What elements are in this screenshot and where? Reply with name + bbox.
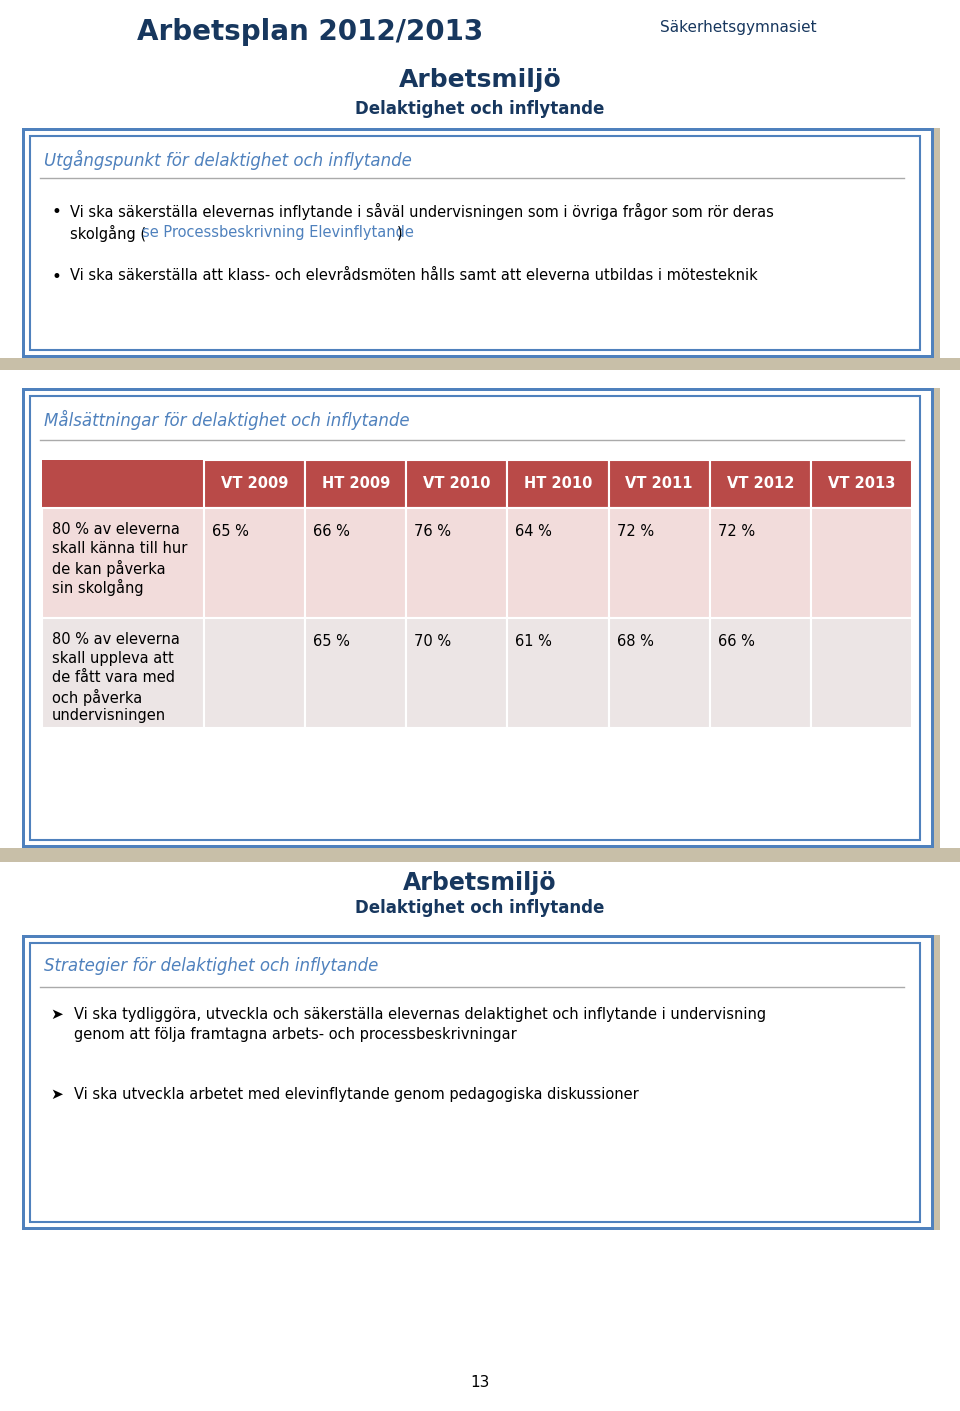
Bar <box>508 618 609 728</box>
Bar <box>406 460 508 508</box>
Text: VT 2010: VT 2010 <box>423 477 491 491</box>
Bar <box>30 396 920 840</box>
Text: HT 2009: HT 2009 <box>322 477 390 491</box>
Bar <box>0 848 960 862</box>
Bar <box>204 508 305 618</box>
Text: 80 % av eleverna: 80 % av eleverna <box>52 522 180 538</box>
Bar <box>920 935 940 1230</box>
Bar <box>609 618 709 728</box>
Text: sin skolgång: sin skolgång <box>52 579 144 595</box>
Text: genom att följa framtagna arbets- och processbeskrivningar: genom att följa framtagna arbets- och pr… <box>74 1027 516 1041</box>
Text: Vi ska säkerställa att klass- och elevrådsmöten hålls samt att eleverna utbildas: Vi ska säkerställa att klass- och elevrå… <box>70 268 757 284</box>
Bar <box>0 358 960 370</box>
Bar <box>811 508 912 618</box>
Text: Arbetsmiljö: Arbetsmiljö <box>398 68 562 92</box>
Text: Delaktighet och inflytande: Delaktighet och inflytande <box>355 100 605 119</box>
Text: 76 %: 76 % <box>415 523 451 539</box>
Text: 64 %: 64 % <box>516 523 552 539</box>
Bar <box>508 508 609 618</box>
Bar <box>609 460 709 508</box>
Text: undervisningen: undervisningen <box>52 708 166 722</box>
Bar <box>609 508 709 618</box>
Bar <box>709 460 811 508</box>
Text: 70 %: 70 % <box>415 634 451 649</box>
Bar <box>22 388 934 848</box>
Bar <box>811 460 912 508</box>
Text: 68 %: 68 % <box>616 634 654 649</box>
Text: Säkerhetsgymnasiet: Säkerhetsgymnasiet <box>660 20 817 35</box>
Text: skall uppleva att: skall uppleva att <box>52 650 174 666</box>
Text: Delaktighet och inflytande: Delaktighet och inflytande <box>355 899 605 917</box>
Text: Strategier för delaktighet och inflytande: Strategier för delaktighet och inflytand… <box>44 957 378 975</box>
Bar <box>30 943 920 1222</box>
Text: de kan påverka: de kan påverka <box>52 560 166 577</box>
Text: se Processbeskrivning Elevinflytande: se Processbeskrivning Elevinflytande <box>142 224 414 240</box>
Bar <box>42 460 204 508</box>
Bar <box>30 135 920 350</box>
Text: 66 %: 66 % <box>313 523 350 539</box>
Bar <box>42 618 204 728</box>
Text: VT 2011: VT 2011 <box>625 477 693 491</box>
Bar <box>22 935 934 1230</box>
Bar <box>920 128 940 358</box>
Bar <box>709 508 811 618</box>
Text: VT 2013: VT 2013 <box>828 477 895 491</box>
Text: 72 %: 72 % <box>718 523 755 539</box>
Text: Utgångspunkt för delaktighet och inflytande: Utgångspunkt för delaktighet och inflyta… <box>44 150 412 171</box>
Bar <box>508 460 609 508</box>
Bar <box>204 460 305 508</box>
Bar <box>42 508 204 618</box>
Text: 61 %: 61 % <box>516 634 552 649</box>
Text: Vi ska tydliggöra, utveckla och säkerställa elevernas delaktighet och inflytande: Vi ska tydliggöra, utveckla och säkerstä… <box>74 1007 766 1022</box>
Bar <box>0 866 960 926</box>
Bar <box>709 618 811 728</box>
Text: Vi ska utveckla arbetet med elevinflytande genom pedagogiska diskussioner: Vi ska utveckla arbetet med elevinflytan… <box>74 1086 638 1102</box>
Text: ): ) <box>397 224 402 240</box>
Text: ➤: ➤ <box>50 1007 62 1022</box>
Bar <box>305 460 406 508</box>
Text: de fått vara med: de fått vara med <box>52 670 175 684</box>
Bar <box>305 618 406 728</box>
Text: skall känna till hur: skall känna till hur <box>52 540 187 556</box>
Bar <box>25 131 931 356</box>
Text: Vi ska säkerställa elevernas inflytande i såväl undervisningen som i övriga fråg: Vi ska säkerställa elevernas inflytande … <box>70 203 774 220</box>
Text: 72 %: 72 % <box>616 523 654 539</box>
Text: 66 %: 66 % <box>718 634 755 649</box>
Text: 65 %: 65 % <box>212 523 249 539</box>
Bar <box>406 508 508 618</box>
Text: •: • <box>52 268 61 286</box>
Text: HT 2010: HT 2010 <box>524 477 592 491</box>
Text: 65 %: 65 % <box>313 634 350 649</box>
Text: Målsättningar för delaktighet och inflytande: Målsättningar för delaktighet och inflyt… <box>44 411 410 430</box>
Text: VT 2009: VT 2009 <box>221 477 288 491</box>
Bar <box>22 128 934 358</box>
Text: Arbetsplan 2012/2013: Arbetsplan 2012/2013 <box>137 18 483 47</box>
Bar <box>25 938 931 1228</box>
Bar <box>920 388 940 848</box>
Text: skolgång (: skolgång ( <box>70 224 146 243</box>
Text: Arbetsmiljö: Arbetsmiljö <box>403 871 557 895</box>
Text: •: • <box>52 203 61 222</box>
Text: och påverka: och påverka <box>52 689 142 706</box>
Text: 80 % av eleverna: 80 % av eleverna <box>52 632 180 648</box>
Text: 13: 13 <box>470 1374 490 1390</box>
Bar <box>305 508 406 618</box>
Bar <box>25 391 931 845</box>
Bar <box>204 618 305 728</box>
Bar <box>811 618 912 728</box>
Text: VT 2012: VT 2012 <box>727 477 794 491</box>
Bar <box>406 618 508 728</box>
Text: ➤: ➤ <box>50 1086 62 1102</box>
